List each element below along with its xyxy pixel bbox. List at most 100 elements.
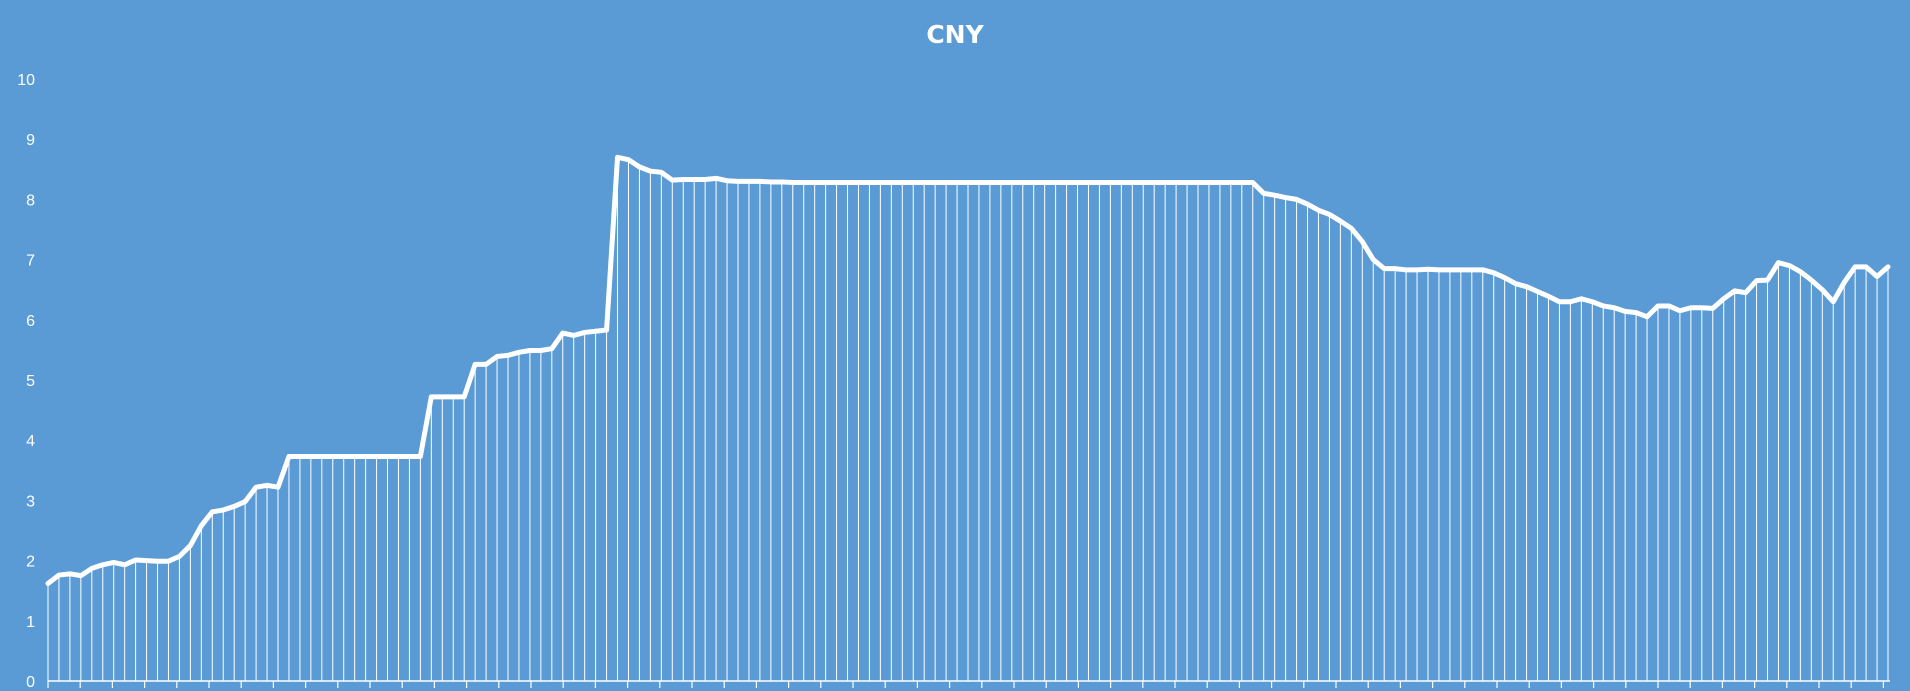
data-point [232,505,236,508]
data-point [1098,181,1101,184]
data-point [901,181,904,184]
data-point [824,181,827,184]
data-point [1393,267,1397,270]
data-point [944,181,948,184]
data-point [1382,267,1386,270]
data-point [1864,265,1868,269]
data-point [1284,196,1287,199]
data-point [222,508,225,512]
data-point [649,169,652,173]
data-point [1689,306,1693,309]
data-point [462,395,466,399]
data-point [1185,181,1189,184]
data-point [1404,268,1408,272]
data-point [1602,304,1605,308]
data-point [1218,181,1222,184]
data-point [430,395,433,399]
y-tick-label: 10 [17,72,35,89]
data-point [1317,209,1320,212]
data-point [1656,304,1660,308]
data-point [276,485,280,489]
data-point [769,180,773,184]
data-point [1240,181,1244,184]
data-point [506,354,510,357]
y-tick-label: 7 [26,253,35,270]
data-point [1415,268,1419,272]
data-point [331,455,334,458]
data-point [441,395,444,399]
y-tick-label: 4 [26,433,35,450]
data-point [1142,181,1145,184]
data-point [353,455,356,458]
data-point [1295,198,1298,201]
data-point [671,178,674,182]
data-point [57,573,61,577]
data-point [1875,275,1879,278]
data-point [1569,300,1572,303]
data-point [90,567,94,570]
data-point [1525,285,1528,288]
data-point [1591,300,1594,303]
data-point [298,455,302,458]
data-point [167,560,170,563]
data-point [452,395,455,399]
data-point [1120,181,1123,184]
data-point [890,181,893,184]
data-point [933,181,937,184]
data-point [583,331,586,334]
data-point [780,180,784,184]
data-point [879,181,882,184]
data-point [868,181,871,184]
data-point [1087,181,1090,184]
data-point [539,349,543,352]
data-point [1799,270,1802,273]
data-point [1558,300,1561,303]
data-point [1459,268,1463,272]
data-point [1853,265,1857,269]
data-point [922,181,926,184]
data-point [1623,310,1627,313]
y-tick-label: 6 [26,313,35,330]
data-point [1032,181,1035,184]
data-point [178,555,181,558]
data-point [605,328,608,332]
data-point [1043,181,1046,184]
data-point [243,500,247,503]
data-point [528,349,532,352]
data-point [616,156,619,159]
data-point [1612,306,1616,309]
y-axis-tick-labels: 0 1 2 3 4 5 6 7 8 9 10 [17,72,35,691]
data-point [1262,192,1265,195]
data-point [1010,181,1014,184]
data-point [1152,181,1156,184]
data-point [1109,181,1112,184]
data-point [999,181,1003,184]
data-point [1711,307,1714,310]
data-point [254,485,258,489]
data-point [627,158,630,161]
data-point [495,355,499,358]
data-point [660,171,663,174]
data-point [736,180,740,183]
y-tick-label: 1 [26,614,35,631]
data-point [408,455,411,458]
data-point [550,347,554,350]
data-point [1700,306,1704,309]
data-point [1021,181,1024,184]
data-point [1306,203,1309,206]
data-point [287,455,291,458]
data-point [1755,279,1758,282]
y-tick-label: 5 [26,373,35,390]
data-point [397,455,400,458]
data-point [1448,268,1452,272]
y-tick-label: 0 [26,674,35,691]
data-point [835,181,838,184]
data-point [1634,311,1638,314]
data-point [703,178,707,181]
data-point [342,455,345,458]
data-point [375,455,378,458]
data-point [1766,278,1769,282]
data-point [1163,181,1167,184]
data-point [1503,276,1506,279]
